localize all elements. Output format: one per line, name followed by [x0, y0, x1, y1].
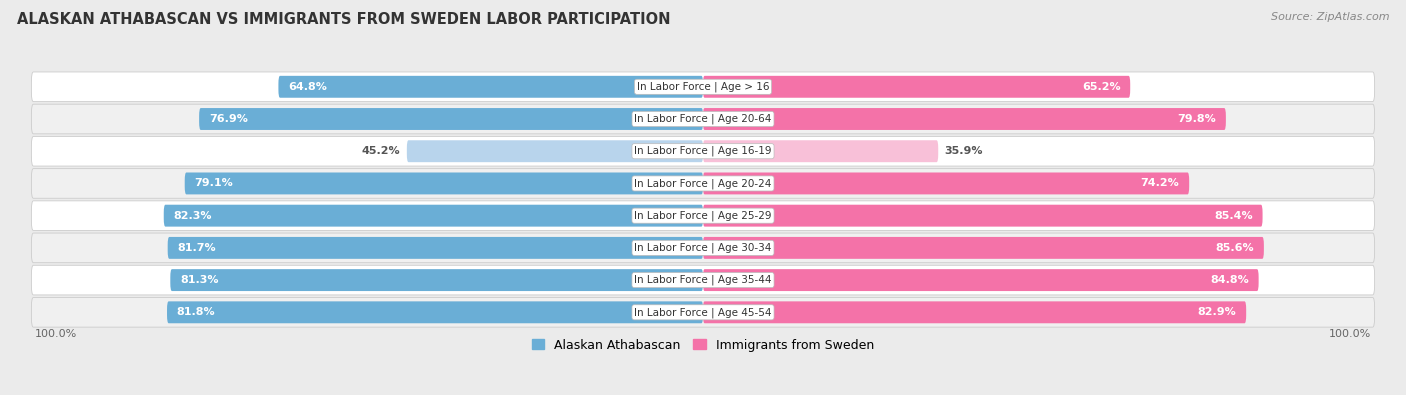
Text: In Labor Force | Age 35-44: In Labor Force | Age 35-44 [634, 275, 772, 285]
FancyBboxPatch shape [31, 297, 1375, 327]
Text: 65.2%: 65.2% [1081, 82, 1121, 92]
Text: Source: ZipAtlas.com: Source: ZipAtlas.com [1271, 12, 1389, 22]
FancyBboxPatch shape [31, 104, 1375, 134]
FancyBboxPatch shape [703, 108, 1226, 130]
Text: 35.9%: 35.9% [945, 146, 983, 156]
Text: 85.6%: 85.6% [1215, 243, 1254, 253]
FancyBboxPatch shape [703, 140, 938, 162]
FancyBboxPatch shape [163, 205, 703, 227]
Text: In Labor Force | Age 16-19: In Labor Force | Age 16-19 [634, 146, 772, 156]
FancyBboxPatch shape [200, 108, 703, 130]
Legend: Alaskan Athabascan, Immigrants from Sweden: Alaskan Athabascan, Immigrants from Swed… [527, 333, 879, 357]
FancyBboxPatch shape [31, 265, 1375, 295]
FancyBboxPatch shape [31, 201, 1375, 230]
Text: ALASKAN ATHABASCAN VS IMMIGRANTS FROM SWEDEN LABOR PARTICIPATION: ALASKAN ATHABASCAN VS IMMIGRANTS FROM SW… [17, 12, 671, 27]
FancyBboxPatch shape [170, 269, 703, 291]
FancyBboxPatch shape [703, 173, 1189, 194]
FancyBboxPatch shape [703, 269, 1258, 291]
FancyBboxPatch shape [406, 140, 703, 162]
Text: 74.2%: 74.2% [1140, 179, 1180, 188]
Text: 79.8%: 79.8% [1177, 114, 1216, 124]
Text: In Labor Force | Age 20-64: In Labor Force | Age 20-64 [634, 114, 772, 124]
Text: 76.9%: 76.9% [209, 114, 247, 124]
Text: 81.8%: 81.8% [177, 307, 215, 317]
FancyBboxPatch shape [703, 301, 1246, 323]
Text: In Labor Force | Age > 16: In Labor Force | Age > 16 [637, 81, 769, 92]
Text: 82.3%: 82.3% [173, 211, 212, 221]
Text: 64.8%: 64.8% [288, 82, 328, 92]
FancyBboxPatch shape [31, 72, 1375, 102]
Text: In Labor Force | Age 45-54: In Labor Force | Age 45-54 [634, 307, 772, 318]
FancyBboxPatch shape [703, 76, 1130, 98]
Text: 85.4%: 85.4% [1215, 211, 1253, 221]
Text: In Labor Force | Age 20-24: In Labor Force | Age 20-24 [634, 178, 772, 189]
Text: In Labor Force | Age 25-29: In Labor Force | Age 25-29 [634, 211, 772, 221]
Text: 45.2%: 45.2% [361, 146, 401, 156]
FancyBboxPatch shape [278, 76, 703, 98]
Text: 79.1%: 79.1% [194, 179, 233, 188]
FancyBboxPatch shape [167, 301, 703, 323]
FancyBboxPatch shape [31, 233, 1375, 263]
FancyBboxPatch shape [184, 173, 703, 194]
FancyBboxPatch shape [167, 237, 703, 259]
Text: 82.9%: 82.9% [1198, 307, 1236, 317]
Text: In Labor Force | Age 30-34: In Labor Force | Age 30-34 [634, 243, 772, 253]
Text: 81.3%: 81.3% [180, 275, 218, 285]
FancyBboxPatch shape [31, 169, 1375, 198]
Text: 100.0%: 100.0% [35, 329, 77, 339]
FancyBboxPatch shape [31, 136, 1375, 166]
Text: 84.8%: 84.8% [1211, 275, 1249, 285]
Text: 100.0%: 100.0% [1329, 329, 1371, 339]
Text: 81.7%: 81.7% [177, 243, 217, 253]
FancyBboxPatch shape [703, 237, 1264, 259]
FancyBboxPatch shape [703, 205, 1263, 227]
